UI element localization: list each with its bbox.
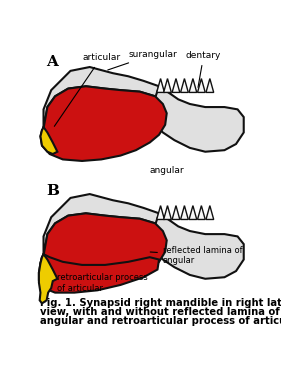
Polygon shape: [181, 206, 188, 220]
Polygon shape: [172, 79, 180, 93]
Text: Fig. 1. Synapsid right mandible in right lateral: Fig. 1. Synapsid right mandible in right…: [40, 298, 281, 308]
Text: B: B: [46, 184, 59, 198]
Polygon shape: [157, 79, 164, 93]
Polygon shape: [44, 67, 171, 128]
Polygon shape: [40, 213, 167, 288]
Polygon shape: [39, 254, 57, 303]
Text: articular: articular: [54, 53, 120, 126]
Polygon shape: [198, 206, 205, 220]
Polygon shape: [172, 206, 180, 220]
Text: surangular: surangular: [108, 50, 177, 70]
Text: dentary: dentary: [186, 51, 221, 87]
Polygon shape: [181, 79, 188, 93]
Polygon shape: [164, 206, 171, 220]
Polygon shape: [44, 194, 171, 256]
Text: view, with and without reflected lamina of: view, with and without reflected lamina …: [40, 307, 279, 317]
Polygon shape: [189, 206, 197, 220]
Polygon shape: [189, 79, 197, 93]
Text: angular and retroarticular process of articular: angular and retroarticular process of ar…: [40, 317, 281, 326]
Polygon shape: [198, 79, 205, 93]
Polygon shape: [40, 127, 57, 154]
Polygon shape: [150, 213, 244, 279]
Polygon shape: [39, 254, 159, 293]
Text: reflected lamina of
angular: reflected lamina of angular: [150, 246, 243, 265]
Polygon shape: [40, 86, 167, 161]
Text: angular: angular: [150, 165, 184, 175]
Polygon shape: [206, 79, 214, 93]
Text: retroarticular process
of articular: retroarticular process of articular: [45, 273, 148, 293]
Polygon shape: [164, 79, 171, 93]
Text: A: A: [46, 56, 58, 70]
Polygon shape: [150, 86, 244, 152]
Polygon shape: [206, 206, 214, 220]
Polygon shape: [157, 206, 164, 220]
